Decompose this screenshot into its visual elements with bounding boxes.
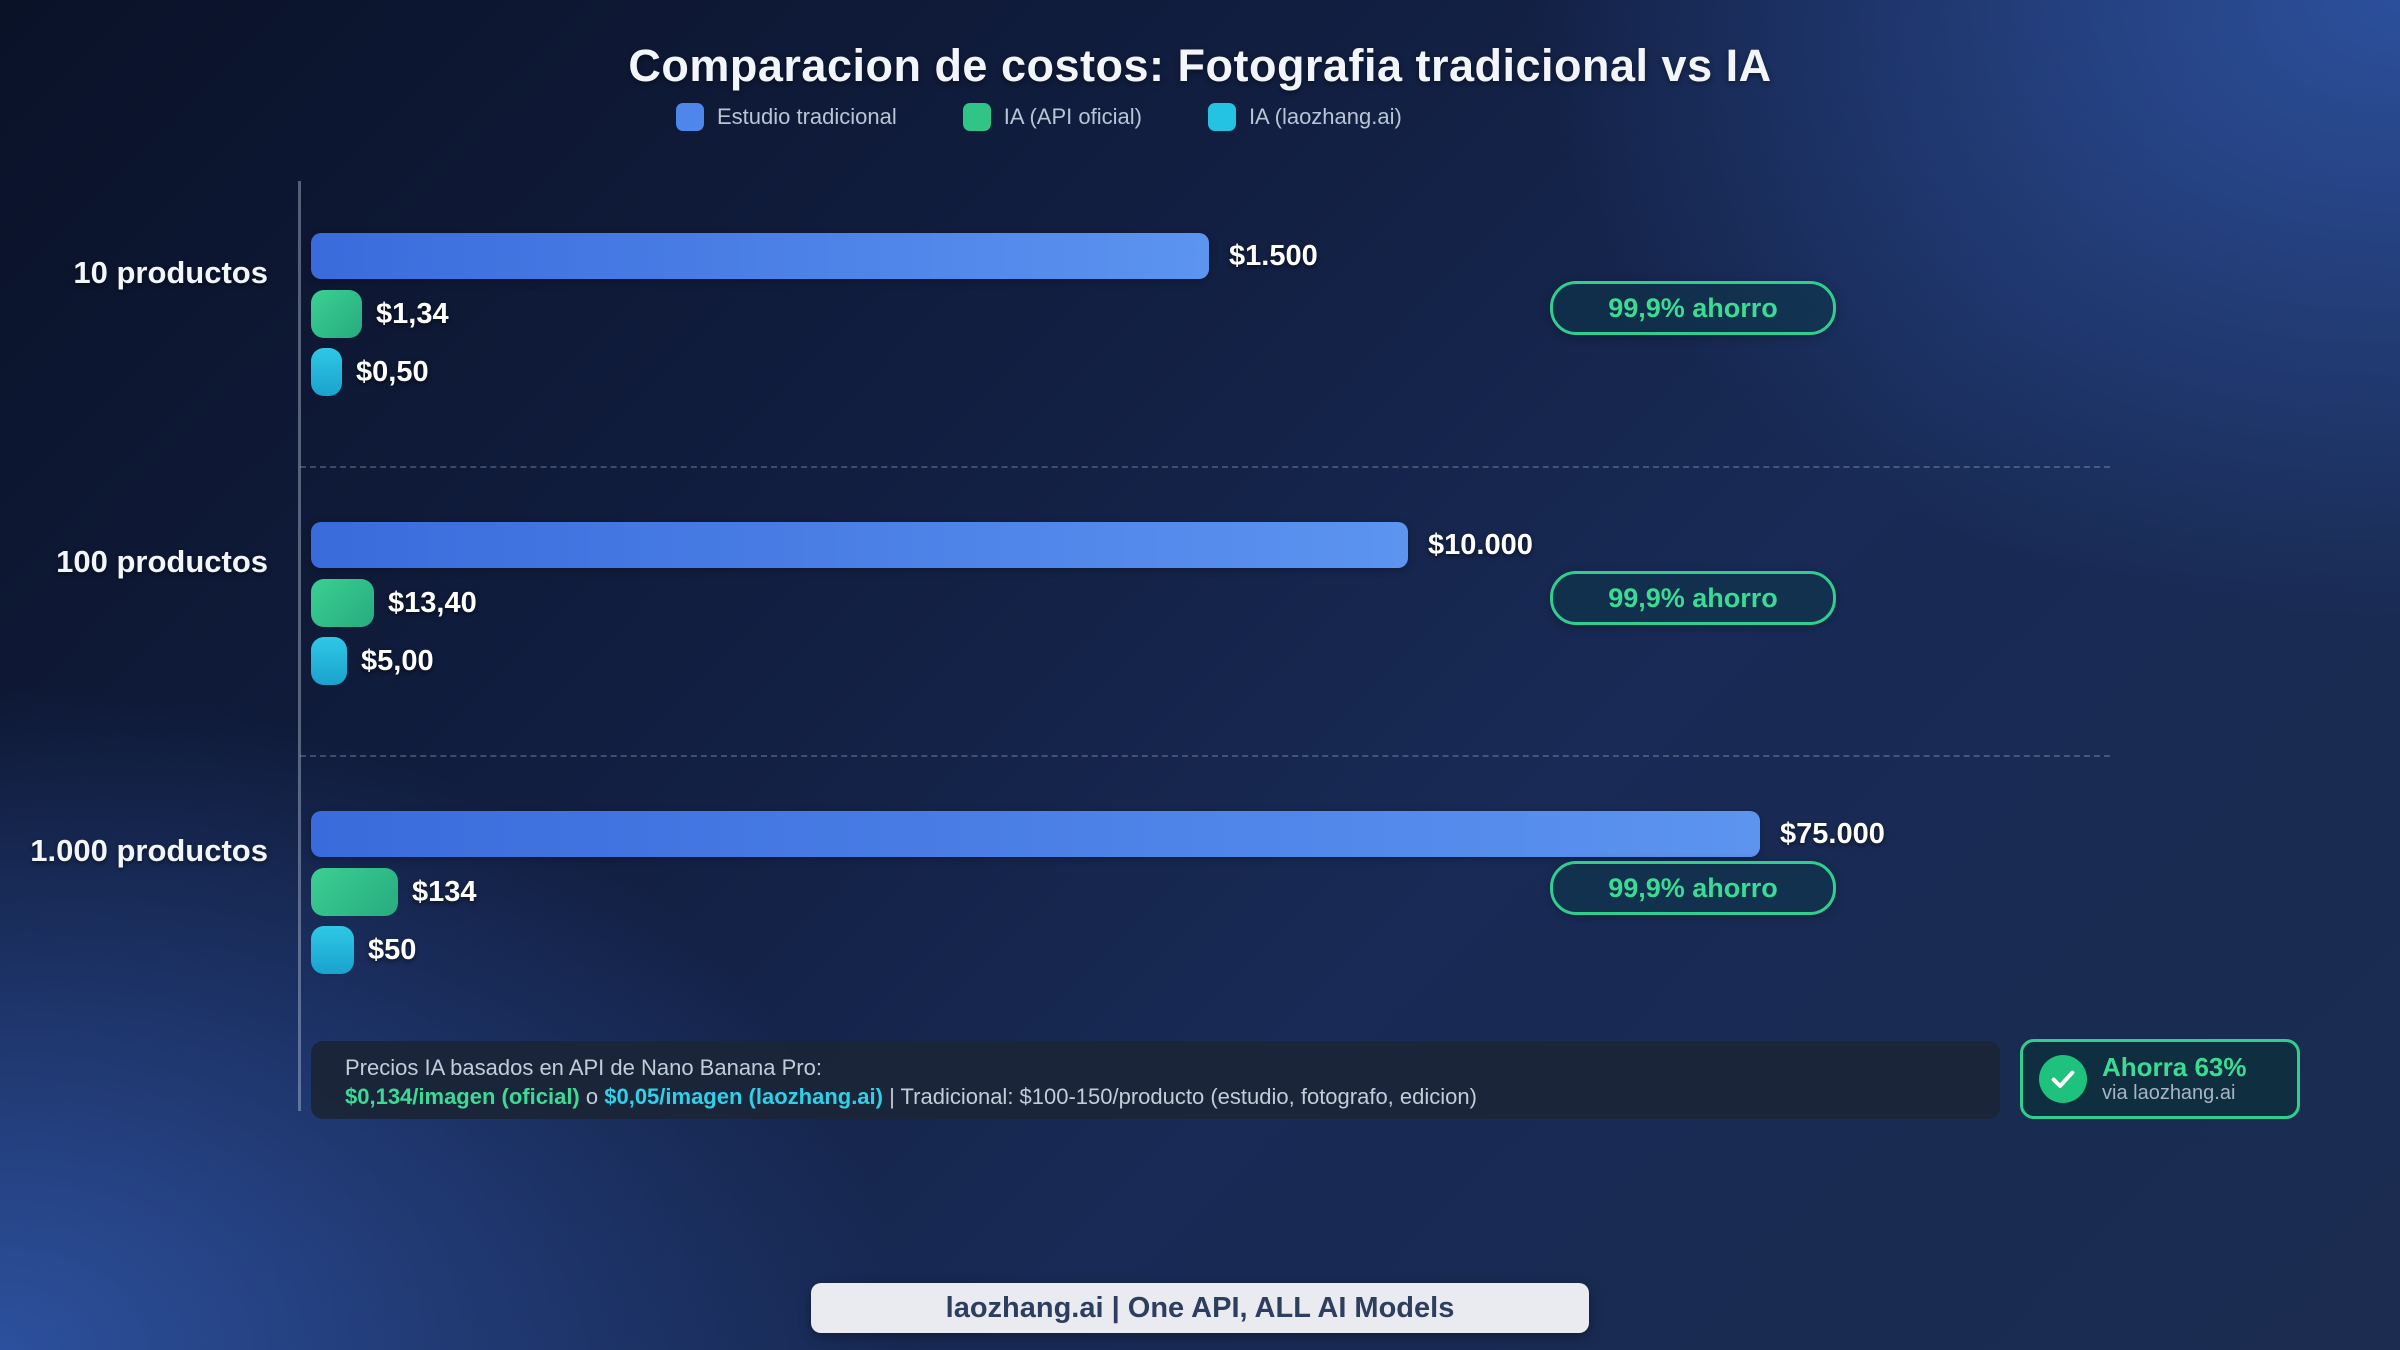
bar-row: $10.000 [311, 522, 1533, 568]
bar-value-label: $0,50 [356, 355, 429, 388]
legend-swatch-green [962, 103, 991, 131]
bar-value-label: $50 [368, 933, 417, 966]
price-official: $0,134/imagen (oficial) [345, 1084, 580, 1109]
pricing-footnote: Precios IA basados en API de Nano Banana… [311, 1041, 2000, 1119]
bar-row: $1.500 [311, 233, 1318, 279]
group-separator [300, 466, 2110, 468]
bar-row: $50 [311, 926, 416, 974]
savings-badge: 99,9% ahorro [1550, 281, 1836, 335]
promo-badge: Ahorra 63% via laozhang.ai [2020, 1039, 2300, 1119]
bar-value-label: $134 [412, 875, 477, 908]
category-label-1000-productos: 1.000 productos [30, 833, 268, 868]
bar-value-label: $10.000 [1428, 528, 1533, 561]
bar-ia-api-oficial [311, 579, 374, 627]
legend-item-ia-laozhang: IA (laozhang.ai) [1207, 103, 1402, 131]
bar-ia-api-oficial [311, 290, 362, 338]
price-laozhang: $0,05/imagen (laozhang.ai) [604, 1084, 883, 1109]
footnote-line1: Precios IA basados en API de Nano Banana… [345, 1055, 822, 1080]
promo-title: Ahorra 63% [2102, 1051, 2247, 1082]
bar-row: $75.000 [311, 811, 1885, 857]
legend-item-estudio-tradicional: Estudio tradicional [676, 103, 897, 131]
chart-title: Comparacion de costos: Fotografia tradic… [628, 40, 1772, 91]
bar-ia-api-oficial [311, 868, 398, 916]
bar-ia-laozhang [311, 637, 347, 685]
bar-ia-laozhang [311, 926, 354, 974]
check-icon [2039, 1055, 2087, 1103]
footnote-line2: $0,134/imagen (oficial) o $0,05/imagen (… [345, 1082, 2000, 1111]
savings-badge: 99,9% ahorro [1550, 571, 1836, 625]
legend-item-ia-api-oficial: IA (API oficial) [962, 103, 1142, 131]
legend-label: IA (API oficial) [1003, 104, 1142, 129]
savings-badge: 99,9% ahorro [1550, 861, 1836, 915]
legend-swatch-blue [676, 103, 704, 131]
bar-row: $1,34 [311, 290, 449, 338]
promo-text: Ahorra 63% via laozhang.ai [2102, 1051, 2247, 1106]
legend: Estudio tradicional IA (API oficial) IA … [676, 103, 1402, 131]
bar-estudio-tradicional [311, 233, 1209, 279]
bar-value-label: $75.000 [1780, 817, 1885, 850]
bar-row: $13,40 [311, 579, 477, 627]
bar-value-label: $5,00 [361, 644, 434, 677]
bar-ia-laozhang [311, 348, 342, 396]
bar-value-label: $1.500 [1229, 239, 1318, 272]
y-axis-line [298, 181, 301, 1111]
category-label-100-productos: 100 productos [56, 544, 268, 579]
legend-label: IA (laozhang.ai) [1248, 104, 1402, 129]
category-label-10-productos: 10 productos [73, 255, 268, 290]
bar-estudio-tradicional [311, 522, 1408, 568]
bar-value-label: $13,40 [388, 586, 477, 619]
bar-row: $0,50 [311, 348, 429, 396]
brand-bar: laozhang.ai | One API, ALL AI Models [811, 1283, 1589, 1333]
footnote-rest: | Tradicional: $100-150/producto (estudi… [882, 1084, 1477, 1109]
legend-label: Estudio tradicional [717, 104, 897, 129]
bar-estudio-tradicional [311, 811, 1760, 857]
footnote-connector: o [579, 1084, 605, 1109]
bar-row: $134 [311, 868, 477, 916]
legend-swatch-cyan [1207, 103, 1236, 131]
bar-value-label: $1,34 [376, 297, 449, 330]
promo-subtitle: via laozhang.ai [2102, 1082, 2236, 1105]
group-separator [300, 755, 2110, 757]
bar-row: $5,00 [311, 637, 434, 685]
